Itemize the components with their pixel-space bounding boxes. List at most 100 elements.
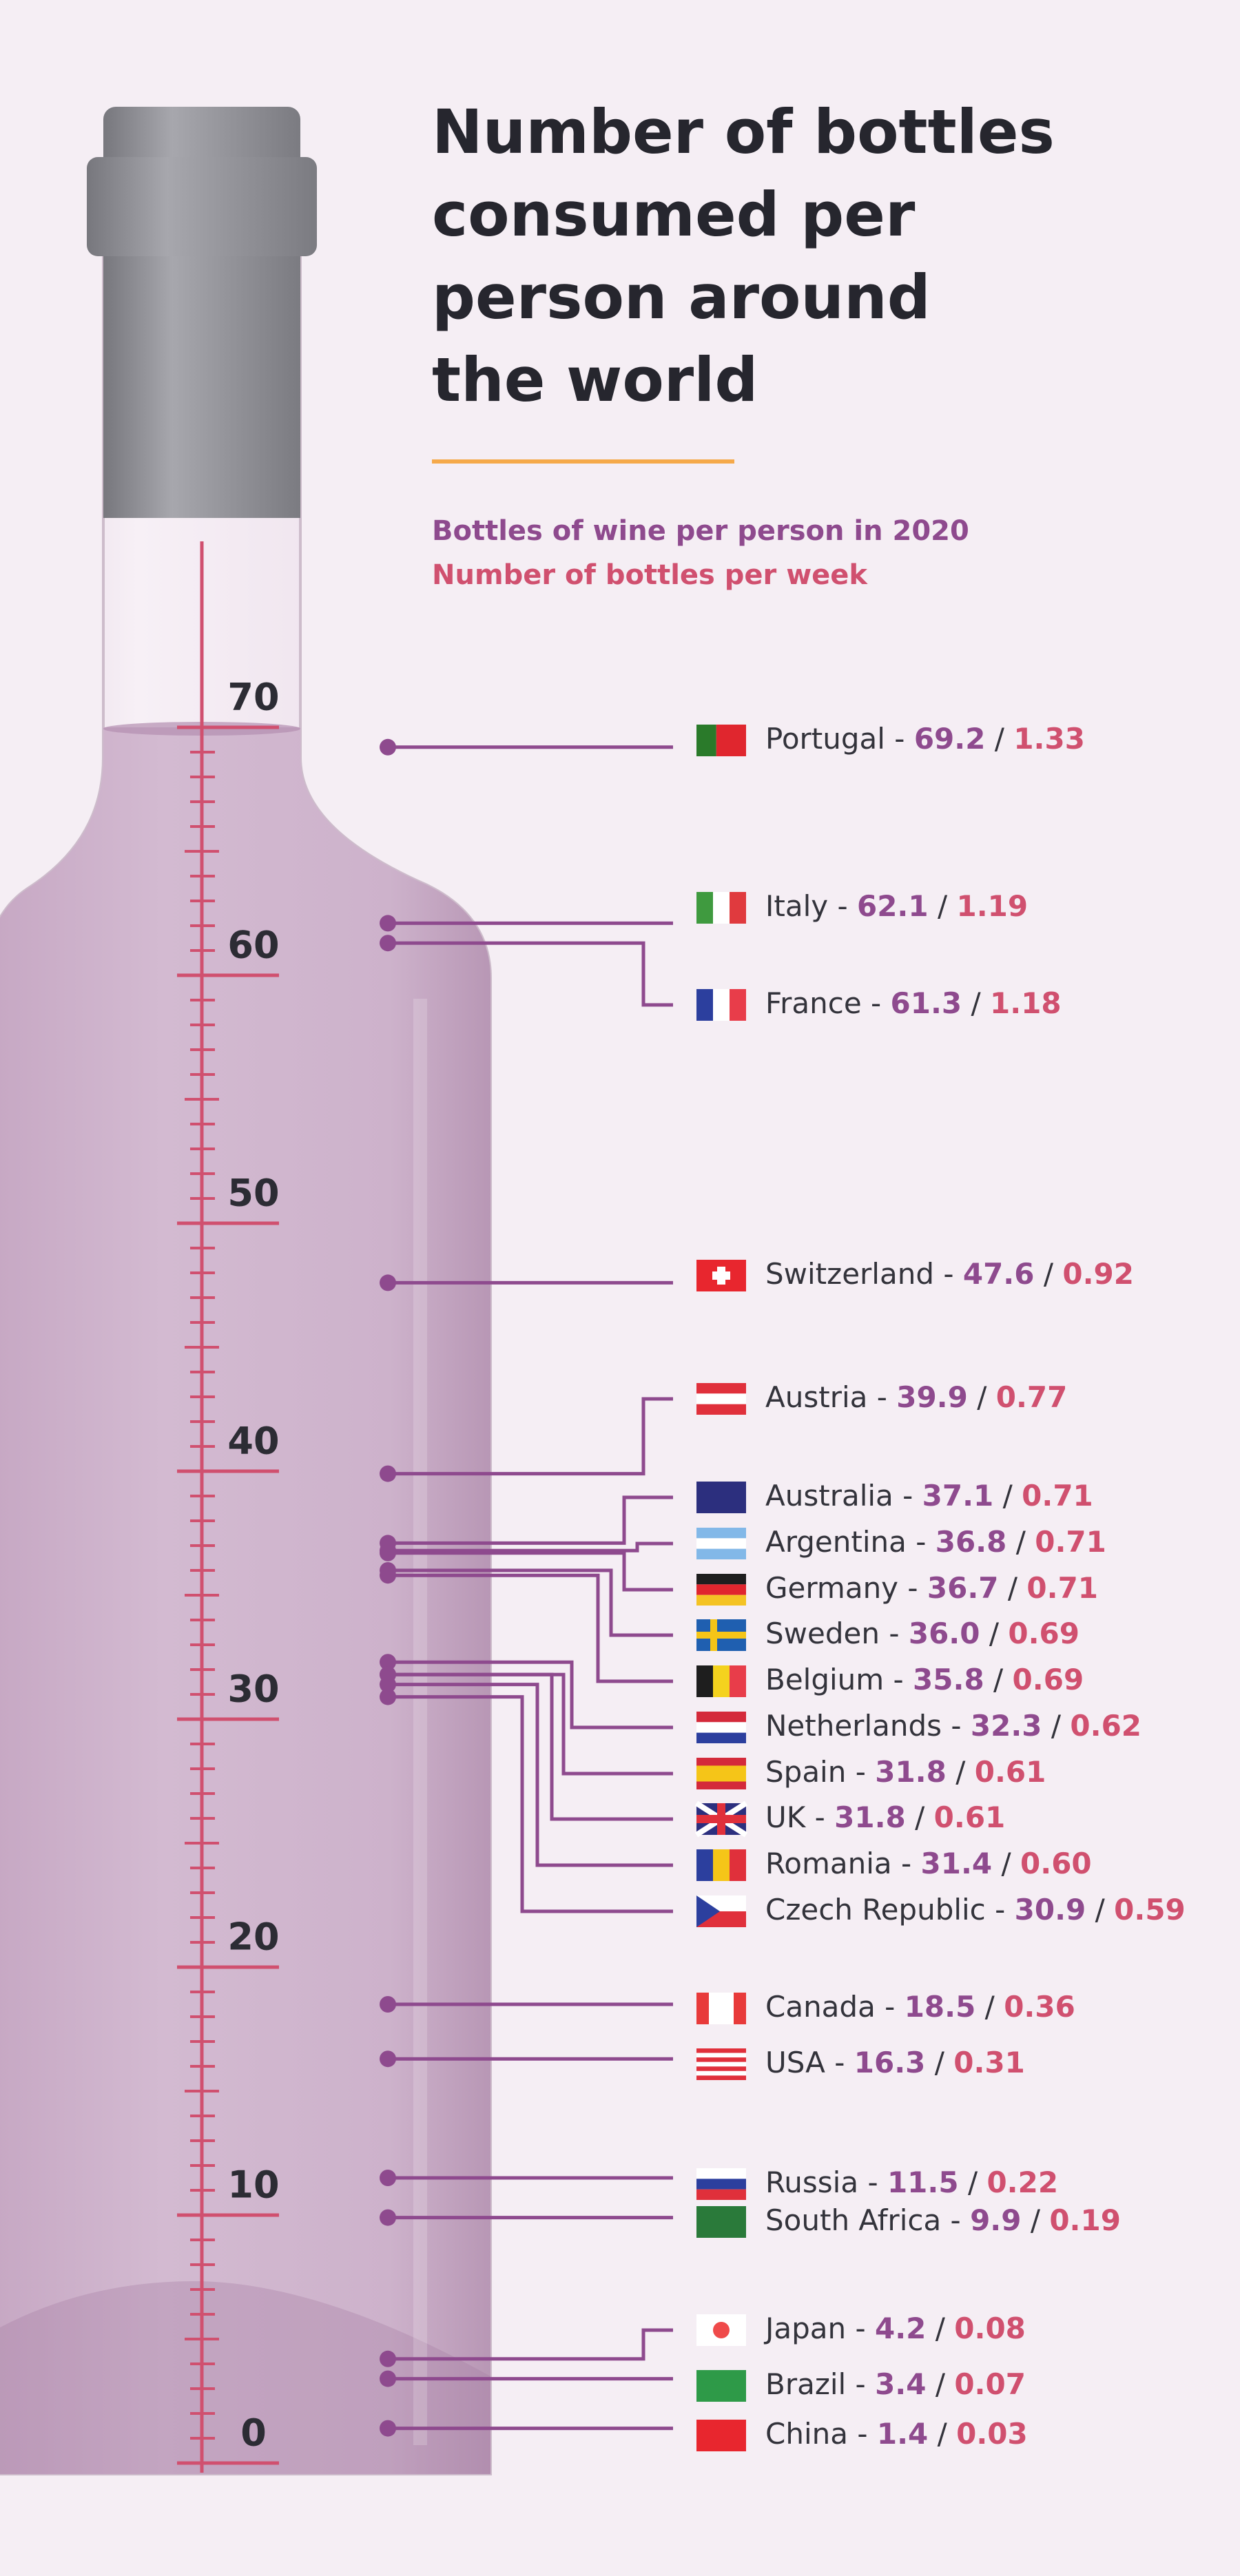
separator: / <box>992 1847 1020 1880</box>
flag-stripe <box>713 1665 730 1697</box>
flag-stripe <box>696 2061 746 2067</box>
separator: / <box>968 1380 996 1414</box>
flag <box>696 1758 746 1789</box>
separator: / <box>959 2165 987 2199</box>
dot <box>380 2209 396 2226</box>
separator: - <box>934 1257 963 1291</box>
value-label: 0.22 <box>986 2165 1058 2199</box>
country-name: Italy <box>765 889 828 923</box>
flag-stripe <box>709 1993 721 2024</box>
leader-line <box>388 1495 673 1545</box>
flag-stripe <box>696 2420 746 2451</box>
dot <box>380 935 396 952</box>
flag-stripe <box>696 2189 746 2200</box>
leader-line <box>388 1397 673 1476</box>
flag-stripe <box>696 892 713 924</box>
separator: / <box>925 2046 953 2079</box>
separator: - <box>846 1755 875 1789</box>
dot <box>380 915 396 932</box>
separator: - <box>892 1847 921 1880</box>
leader-line <box>388 941 673 1007</box>
bottle-cap-top <box>103 107 300 172</box>
separator: / <box>1021 2203 1049 2237</box>
country-label: Russia - 11.5 / 0.22 <box>765 2165 1058 2199</box>
flag-stripe <box>696 1383 746 1394</box>
country-name: France <box>765 986 862 1020</box>
value-label: 30.9 <box>1015 1893 1086 1926</box>
country-label: UK - 31.8 / 0.61 <box>765 1800 1005 1834</box>
country-name: Brazil <box>765 2367 846 2401</box>
separator: - <box>867 1380 896 1414</box>
flag <box>696 1260 746 1291</box>
leader-line <box>388 1541 673 1552</box>
flag <box>696 1665 746 1697</box>
separator: - <box>898 1571 927 1605</box>
chart-title: Number of bottles consumed per person ar… <box>432 96 1055 415</box>
value-label: 31.8 <box>875 1755 947 1789</box>
leader-line <box>388 1695 673 1913</box>
separator: / <box>1086 1893 1114 1926</box>
value-label: 61.3 <box>891 986 962 1020</box>
flag-stripe <box>716 725 746 756</box>
flag <box>696 2370 746 2402</box>
country-name: Sweden <box>765 1617 880 1650</box>
flag-stripe <box>696 2066 746 2071</box>
value-label: 0.36 <box>1004 1990 1075 2024</box>
flag-stripe <box>696 989 713 1021</box>
flag <box>696 1528 746 1559</box>
flag-stripe <box>730 989 746 1021</box>
value-label: 69.2 <box>914 722 986 756</box>
dot <box>380 1996 396 2013</box>
value-label: 32.3 <box>971 1709 1042 1743</box>
flag-stripe <box>696 2070 746 2076</box>
flag-stripe <box>696 1665 713 1697</box>
country-name: Austria <box>765 1380 867 1414</box>
flag-stripe <box>730 1849 746 1881</box>
flag-stripe <box>734 1993 746 2024</box>
value-label: 1.33 <box>1013 722 1085 756</box>
country-label: Portugal - 69.2 / 1.33 <box>765 722 1085 756</box>
dot <box>380 738 396 756</box>
dot <box>380 1654 396 1671</box>
value-label: 0.77 <box>996 1380 1068 1414</box>
country-label: Italy - 62.1 / 1.19 <box>765 889 1028 923</box>
flag <box>696 2206 746 2238</box>
flag-cross <box>696 1815 746 1823</box>
flag-stripe <box>696 2179 746 2190</box>
value-label: 0.71 <box>1026 1571 1098 1605</box>
country-label: Japan - 4.2 / 0.08 <box>763 2312 1026 2345</box>
country-name: Romania <box>765 1847 892 1880</box>
separator: - <box>942 1709 971 1743</box>
value-label: 31.8 <box>834 1800 906 1834</box>
flag-stripe <box>713 1849 730 1881</box>
country-label: Austria - 39.9 / 0.77 <box>765 1380 1067 1414</box>
country-name: Spain <box>765 1755 846 1789</box>
value-label: 1.18 <box>990 986 1062 1020</box>
flag-stripe <box>696 725 716 756</box>
separator: / <box>1035 1257 1063 1291</box>
country-name: Canada <box>765 1990 876 2024</box>
y-tick-label: 10 <box>227 2163 279 2207</box>
country-name: Russia <box>765 2165 858 2199</box>
flag <box>696 1993 746 2024</box>
flag-stripe <box>730 892 746 924</box>
separator: - <box>846 2367 875 2401</box>
flag-stripe <box>713 892 730 924</box>
value-label: 0.69 <box>1008 1617 1079 1650</box>
country-label: Switzerland - 47.6 / 0.92 <box>765 1257 1134 1291</box>
flag-stripe <box>696 1393 746 1404</box>
y-tick-label: 60 <box>227 924 279 967</box>
separator: - <box>862 986 891 1020</box>
flag-stripe <box>730 1665 746 1697</box>
separator: / <box>999 1571 1027 1605</box>
separator: - <box>876 1990 905 2024</box>
bottle-wine <box>0 727 490 2474</box>
flag-stripe <box>721 1993 734 2024</box>
separator: - <box>848 2417 877 2451</box>
separator: / <box>980 1617 1008 1650</box>
separator: / <box>929 889 957 923</box>
flag-stripe <box>696 1758 746 1766</box>
value-label: 47.6 <box>963 1257 1035 1291</box>
flag <box>696 2048 746 2080</box>
separator: - <box>858 2165 887 2199</box>
